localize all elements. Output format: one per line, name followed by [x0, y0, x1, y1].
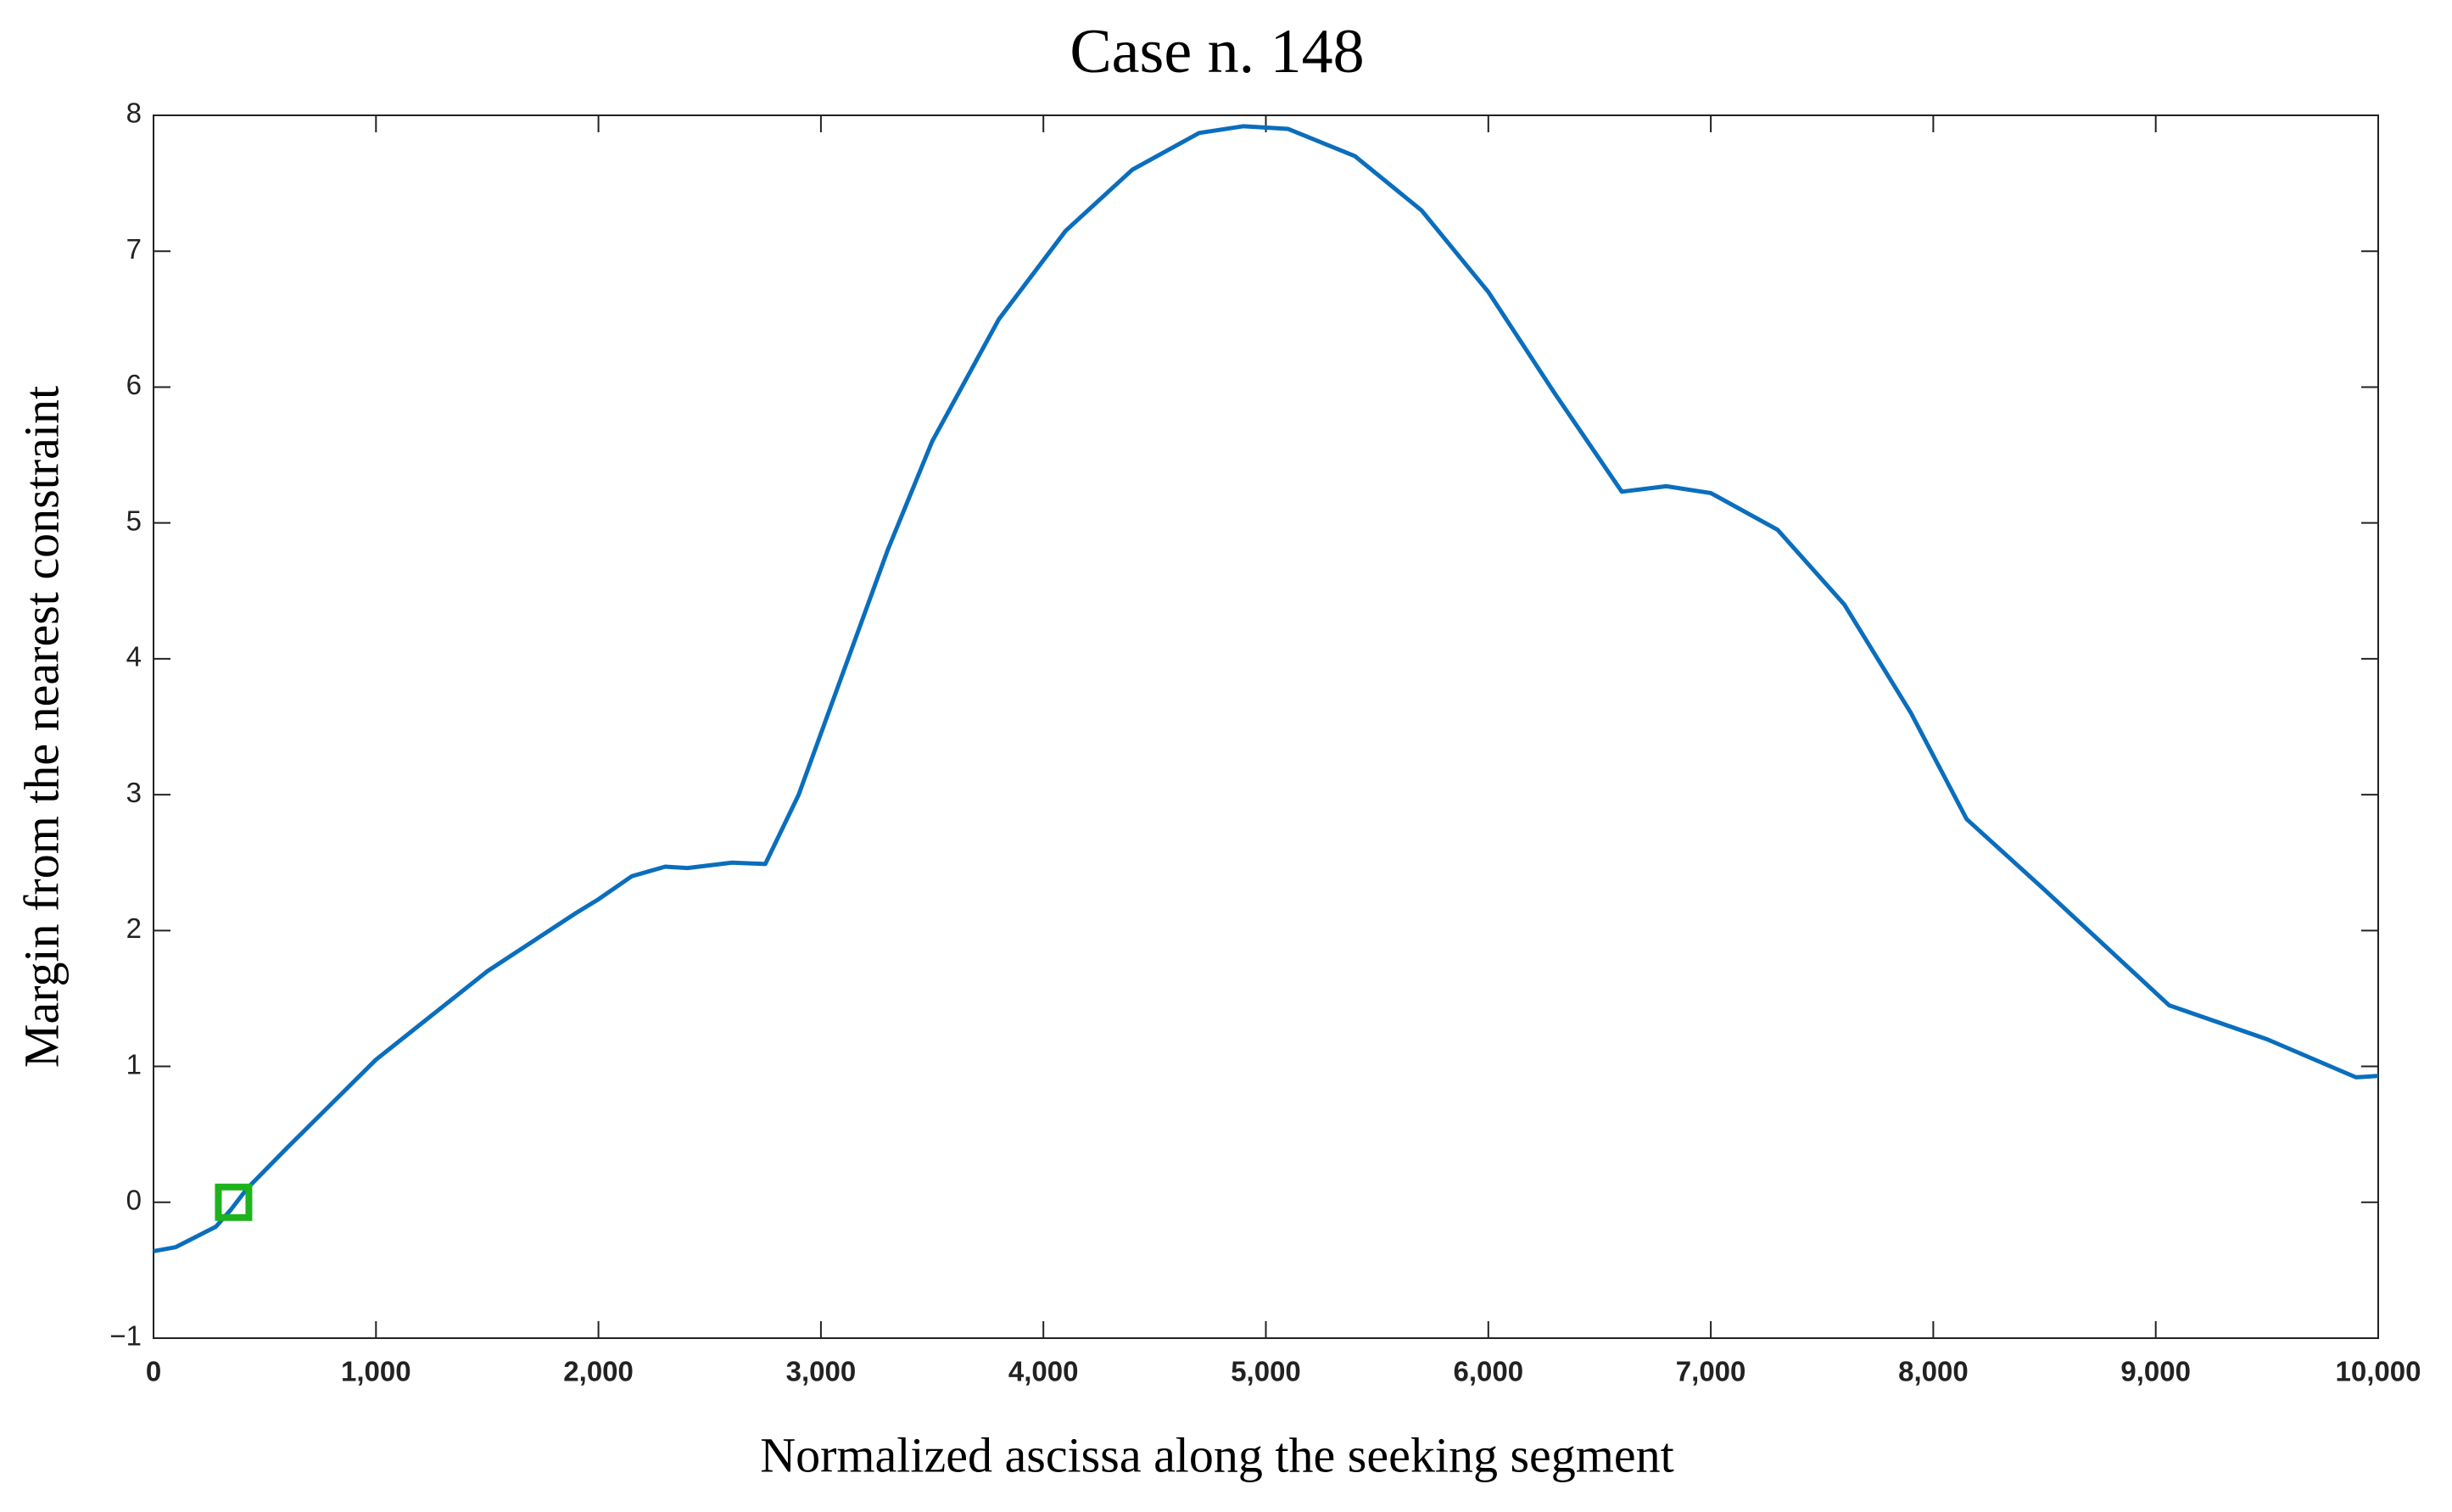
marker [215, 1183, 253, 1221]
x-tick-label: 10,000 [2336, 1356, 2421, 1387]
chart-title: Case n. 148 [1070, 17, 1364, 86]
x-tick-label: 9,000 [2120, 1356, 2191, 1387]
y-axis-label: Margin from the nearest constraint [14, 386, 69, 1068]
x-tick-label: 0 [146, 1356, 161, 1387]
x-tick-label: 7,000 [1676, 1356, 1746, 1387]
y-tick-label: 3 [126, 777, 142, 808]
x-tick-label: 2,000 [563, 1356, 634, 1387]
y-tick-label: 6 [126, 369, 142, 400]
x-axis-label: Normalized ascissa along the seeking seg… [760, 1427, 1674, 1482]
y-tick-label: 0 [126, 1184, 142, 1215]
y-tick-label: 5 [126, 505, 142, 536]
y-tick-label: 4 [126, 641, 142, 672]
y-tick-label: −1 [109, 1320, 142, 1352]
x-tick-label: 1,000 [341, 1356, 411, 1387]
y-tick-label: 8 [126, 98, 142, 129]
x-tick-label: 3,000 [786, 1356, 857, 1387]
x-tick-label: 6,000 [1454, 1356, 1524, 1387]
y-tick-label: 7 [126, 233, 142, 265]
data-line [153, 124, 2379, 1253]
y-tick-label: 1 [126, 1048, 142, 1080]
x-tick-label: 8,000 [1898, 1356, 1969, 1387]
x-tick-label: 4,000 [1008, 1356, 1079, 1387]
x-tick-label: 5,000 [1231, 1356, 1301, 1387]
y-tick-label: 2 [126, 912, 142, 944]
plot-frame [153, 114, 2379, 1339]
